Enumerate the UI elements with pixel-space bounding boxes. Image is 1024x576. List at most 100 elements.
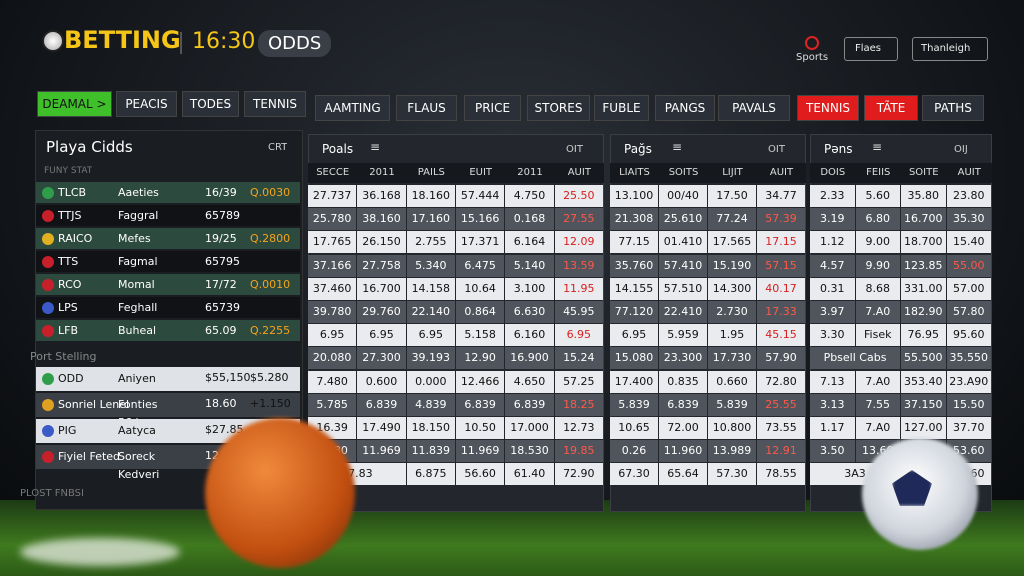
odds-cell: 6.164: [505, 231, 554, 254]
flag: [42, 373, 54, 385]
odds-cell: 35.550: [946, 347, 991, 370]
column-header: PAILS: [406, 163, 456, 183]
left-row: [36, 182, 300, 203]
odds-cell: 17.490: [357, 417, 406, 439]
odds-cell: 5.60: [855, 185, 900, 207]
odds-cell: 0.864: [456, 301, 505, 323]
odds-cell: 11.95: [554, 277, 603, 300]
left-menu: CRT: [268, 142, 288, 153]
odds-cell: 7.480: [308, 370, 357, 393]
tab[interactable]: PANGS: [655, 95, 715, 121]
field: [0, 500, 1024, 576]
odds-cell: 55.500: [901, 347, 946, 370]
odds-change: $5.280: [250, 371, 289, 384]
odds-cell: 95.60: [946, 324, 991, 347]
odds-cell: 3.100: [505, 277, 554, 300]
tab[interactable]: TENNIS: [797, 95, 859, 121]
odds-cell: 57.80: [946, 301, 991, 323]
column-header: 2011: [505, 163, 555, 183]
odds-cell: 6.839: [505, 393, 554, 416]
odds-cell: 17.730: [708, 347, 756, 370]
odds-cell: 15.166: [456, 208, 505, 231]
odds-cell: 14.158: [406, 277, 455, 300]
odds-cell: 29.760: [357, 301, 406, 323]
odds-cell: 77.24: [708, 208, 756, 231]
odds: 17/72: [205, 278, 237, 291]
odds-cell: 3.50: [810, 440, 855, 463]
tab[interactable]: PEACIS: [116, 91, 177, 117]
odds-cell: 3.13: [810, 393, 855, 416]
tab[interactable]: STORES: [527, 95, 590, 121]
tab[interactable]: FUBLE: [594, 95, 649, 121]
divider: [180, 32, 182, 54]
panel-menu: OIJ: [954, 144, 968, 155]
tab[interactable]: FLAUS: [396, 95, 457, 121]
button[interactable]: Thanleigh: [912, 37, 988, 61]
odds-cell: 11.960: [659, 440, 707, 463]
team-code: LPS: [58, 301, 78, 314]
odds-cell: Pbsell Cabs: [810, 347, 900, 370]
odds-cell: 78.55: [757, 463, 805, 486]
odds-cell: 37.460: [308, 277, 357, 300]
odds-cell: 0.835: [659, 370, 707, 393]
tab[interactable]: DEAMAL >: [37, 91, 112, 117]
tab[interactable]: PATHS: [922, 95, 984, 121]
odds-change: +1.150: [250, 397, 291, 410]
odds-cell: 17.400: [610, 370, 658, 393]
time: 16:30: [192, 29, 256, 54]
team-name: Feghall: [118, 301, 158, 314]
odds-change: Q.2800: [250, 232, 291, 245]
odds-cell: 6.839: [456, 393, 505, 416]
odds-cell: 7.55: [855, 393, 900, 416]
tab[interactable]: TENNIS: [244, 91, 306, 117]
odds-cell: 17.765: [308, 231, 357, 254]
flag: [42, 209, 54, 222]
odds-cell: 57.00: [946, 277, 991, 300]
odds-cell: 9.00: [855, 231, 900, 254]
odds-cell: 7.A0: [855, 417, 900, 439]
odds-cell: 18.150: [406, 417, 455, 439]
tab[interactable]: TÃTE: [864, 95, 918, 121]
odds-cell: 16.900: [505, 347, 554, 370]
odds-cell: 77.120: [610, 301, 658, 323]
odds-cell: 14.300: [708, 277, 756, 300]
column-header: LIAITS: [610, 163, 659, 183]
odds-cell: 23.A90: [946, 370, 991, 393]
left-row: [36, 297, 300, 318]
odds-cell: 353.40: [901, 370, 946, 393]
odds-cell: 56.60: [456, 463, 505, 486]
odds-cell: 27.300: [357, 347, 406, 370]
odds-change: Q.2255: [250, 324, 291, 337]
odds-cell: 61.40: [505, 463, 554, 486]
left-footer: PLOST FNBSI: [20, 488, 84, 499]
column-header: AUIT: [946, 163, 992, 183]
team-code: Fiyiel Feted: [58, 450, 121, 463]
button[interactable]: Flaes: [844, 37, 898, 61]
panel-icon: ≡: [672, 140, 683, 154]
odds-cell: 55.00: [946, 254, 991, 277]
odds-cell: 5.140: [505, 254, 554, 277]
odds-cell: 37.70: [946, 417, 991, 439]
button-label: Flaes: [855, 43, 882, 54]
odds-cell: 22.410: [659, 301, 707, 323]
flag: [42, 255, 54, 268]
odds-cell: 18.160: [406, 185, 455, 207]
team-name: Aaeties: [118, 186, 159, 199]
tab[interactable]: PAVALS: [718, 95, 790, 121]
odds-cell: 6.160: [505, 324, 554, 347]
odds-cell: 5.340: [406, 254, 455, 277]
flag: [42, 301, 54, 314]
odds-cell: 57.39: [757, 208, 805, 231]
tab[interactable]: PRICE: [464, 95, 521, 121]
tab[interactable]: TODES: [182, 91, 239, 117]
odds-cell: 57.15: [757, 254, 805, 277]
odds-cell: 17.50: [708, 185, 756, 207]
odds: 18.60: [205, 397, 237, 410]
odds-cell: 67.30: [610, 463, 658, 486]
odds-cell: 1.95: [708, 324, 756, 347]
odds-cell: 26.150: [357, 231, 406, 254]
odds: 65739: [205, 301, 240, 314]
odds-cell: 37.150: [901, 393, 946, 416]
tab[interactable]: AAMTING: [315, 95, 390, 121]
left-row: [36, 228, 300, 249]
